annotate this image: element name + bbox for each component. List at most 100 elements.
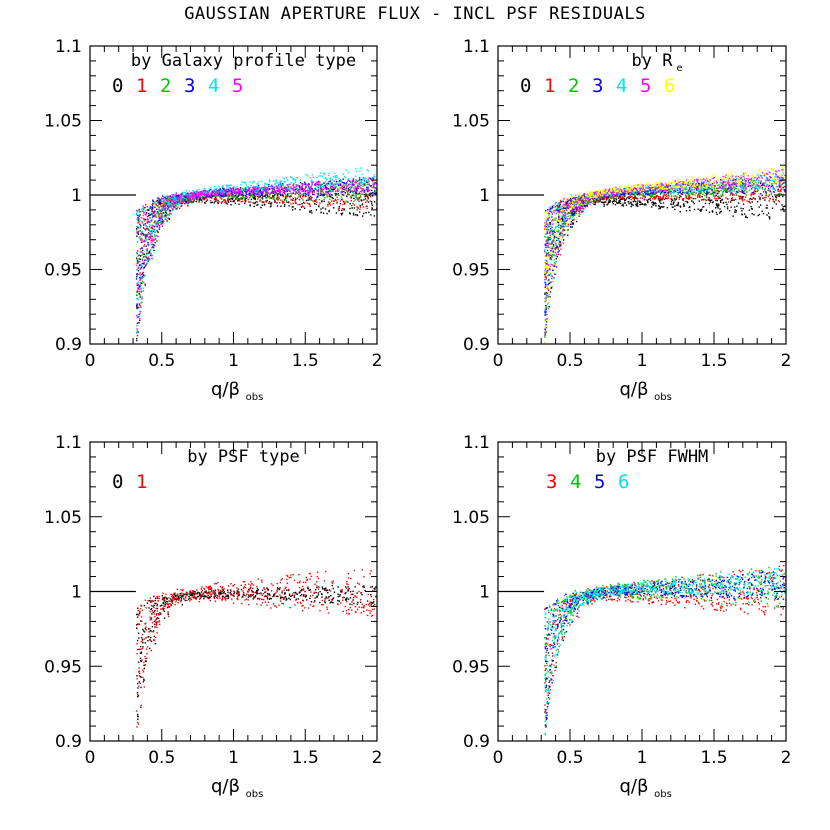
data-point [581,202,584,204]
data-point [352,214,355,216]
data-point [782,182,784,185]
data-point [356,180,358,182]
data-point [143,276,145,278]
data-point [261,191,263,193]
data-point [145,225,147,227]
data-point [569,198,571,201]
data-point [635,197,637,199]
data-point [143,220,145,222]
data-point [553,209,555,212]
data-point [199,193,201,195]
data-point [321,190,323,193]
data-point [309,198,311,200]
data-point [146,254,148,256]
data-point [694,194,696,196]
data-point [228,184,230,187]
data-point [298,190,300,193]
data-point [185,189,187,192]
data-point [692,201,694,203]
data-point [546,252,548,255]
data-point [580,207,582,209]
data-point [605,199,608,201]
data-point [136,304,138,306]
data-point [728,210,731,212]
data-point [305,195,307,197]
data-point [173,198,175,200]
data-point [321,189,324,191]
data-point [267,188,269,191]
data-point [208,193,210,195]
data-point [228,190,231,193]
data-point [662,198,664,200]
data-point [168,201,170,203]
data-point [651,201,653,204]
data-point [152,199,154,201]
data-point [703,188,705,190]
data-point [758,206,760,208]
data-point [779,189,782,191]
data-point [167,209,170,211]
data-point [305,185,307,187]
data-point [334,183,337,186]
data-point [190,192,192,194]
data-point [339,179,342,181]
data-point [264,187,267,189]
data-point [345,186,348,188]
data-point [164,203,166,205]
data-point [608,196,610,199]
data-point [310,199,313,201]
data-point [248,191,251,193]
data-point [600,198,602,201]
data-point [136,340,138,342]
data-point [775,197,778,199]
data-point [662,195,665,197]
data-point [272,194,274,197]
data-point [350,197,352,199]
data-point [317,189,320,191]
data-point [216,195,218,197]
data-point [714,191,716,193]
data-point [659,201,661,203]
data-point [702,206,704,208]
data-point [282,189,284,192]
data-point [280,205,282,207]
data-point [327,205,329,207]
data-point [273,194,276,196]
data-point [192,190,194,192]
data-point [549,258,551,260]
data-point [146,262,148,264]
data-point [643,195,646,198]
data-point [203,190,205,193]
data-point [351,205,353,207]
legend-entry-4: 4 [208,75,219,97]
data-point [300,187,302,190]
data-point [358,197,360,200]
data-point [679,192,682,194]
data-point [280,194,282,196]
data-point [199,197,201,199]
data-point [136,273,139,275]
data-point [315,188,317,190]
data-point [341,198,343,200]
data-point [339,183,342,185]
data-point [141,232,143,234]
data-point [304,181,306,184]
data-point [235,198,237,200]
data-point [140,210,142,213]
data-point [139,268,141,270]
data-point [688,196,690,198]
data-point [148,258,150,260]
data-point [245,187,248,189]
data-point [352,182,354,184]
data-point [741,197,744,199]
data-point [136,276,138,278]
data-point [680,206,682,208]
data-point [674,205,676,207]
data-point [366,207,368,210]
data-point [308,189,310,192]
data-point [780,190,782,193]
data-point [694,197,697,200]
data-point [742,195,744,198]
data-point [170,204,172,207]
data-point [692,191,694,194]
